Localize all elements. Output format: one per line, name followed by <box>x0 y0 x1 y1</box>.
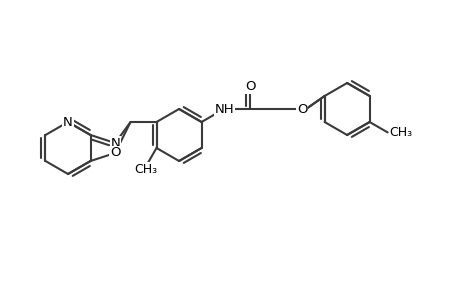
Text: N: N <box>110 136 120 149</box>
Text: NH: NH <box>214 103 233 116</box>
Text: CH₃: CH₃ <box>389 126 412 139</box>
Text: N: N <box>63 116 73 128</box>
Text: CH₃: CH₃ <box>134 163 157 176</box>
Text: O: O <box>296 103 307 116</box>
Text: O: O <box>244 80 255 93</box>
Text: O: O <box>110 146 120 160</box>
